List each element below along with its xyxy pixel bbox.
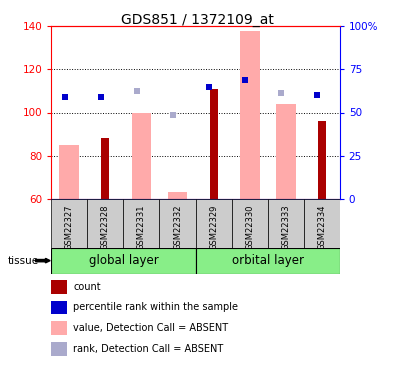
Text: orbital layer: orbital layer: [231, 254, 304, 267]
Bar: [318, 121, 325, 199]
Bar: [167, 192, 187, 199]
Text: tissue: tissue: [8, 256, 39, 266]
Bar: [267, 199, 304, 248]
Text: GSM22330: GSM22330: [245, 205, 254, 250]
Bar: [123, 199, 160, 248]
Text: GDS851 / 1372109_at: GDS851 / 1372109_at: [121, 13, 274, 27]
Text: rank, Detection Call = ABSENT: rank, Detection Call = ABSENT: [73, 344, 223, 354]
Bar: [87, 199, 123, 248]
Bar: [51, 199, 87, 248]
Text: GSM22332: GSM22332: [173, 205, 182, 250]
Bar: [160, 199, 196, 248]
Text: GSM22329: GSM22329: [209, 205, 218, 250]
Bar: [276, 104, 295, 199]
Bar: [231, 199, 267, 248]
Bar: [60, 145, 79, 199]
Bar: [196, 199, 231, 248]
Text: GSM22331: GSM22331: [137, 205, 146, 250]
Text: GSM22328: GSM22328: [101, 205, 110, 250]
Text: global layer: global layer: [88, 254, 158, 267]
Bar: [196, 248, 340, 274]
Text: percentile rank within the sample: percentile rank within the sample: [73, 303, 238, 312]
Text: value, Detection Call = ABSENT: value, Detection Call = ABSENT: [73, 323, 228, 333]
Bar: [210, 89, 218, 199]
Bar: [51, 248, 196, 274]
Text: count: count: [73, 282, 101, 292]
Bar: [102, 138, 109, 199]
Bar: [132, 112, 151, 199]
Bar: [304, 199, 340, 248]
Text: GSM22327: GSM22327: [65, 205, 74, 250]
Text: GSM22333: GSM22333: [281, 205, 290, 250]
Bar: [240, 31, 260, 199]
Text: GSM22334: GSM22334: [317, 205, 326, 250]
